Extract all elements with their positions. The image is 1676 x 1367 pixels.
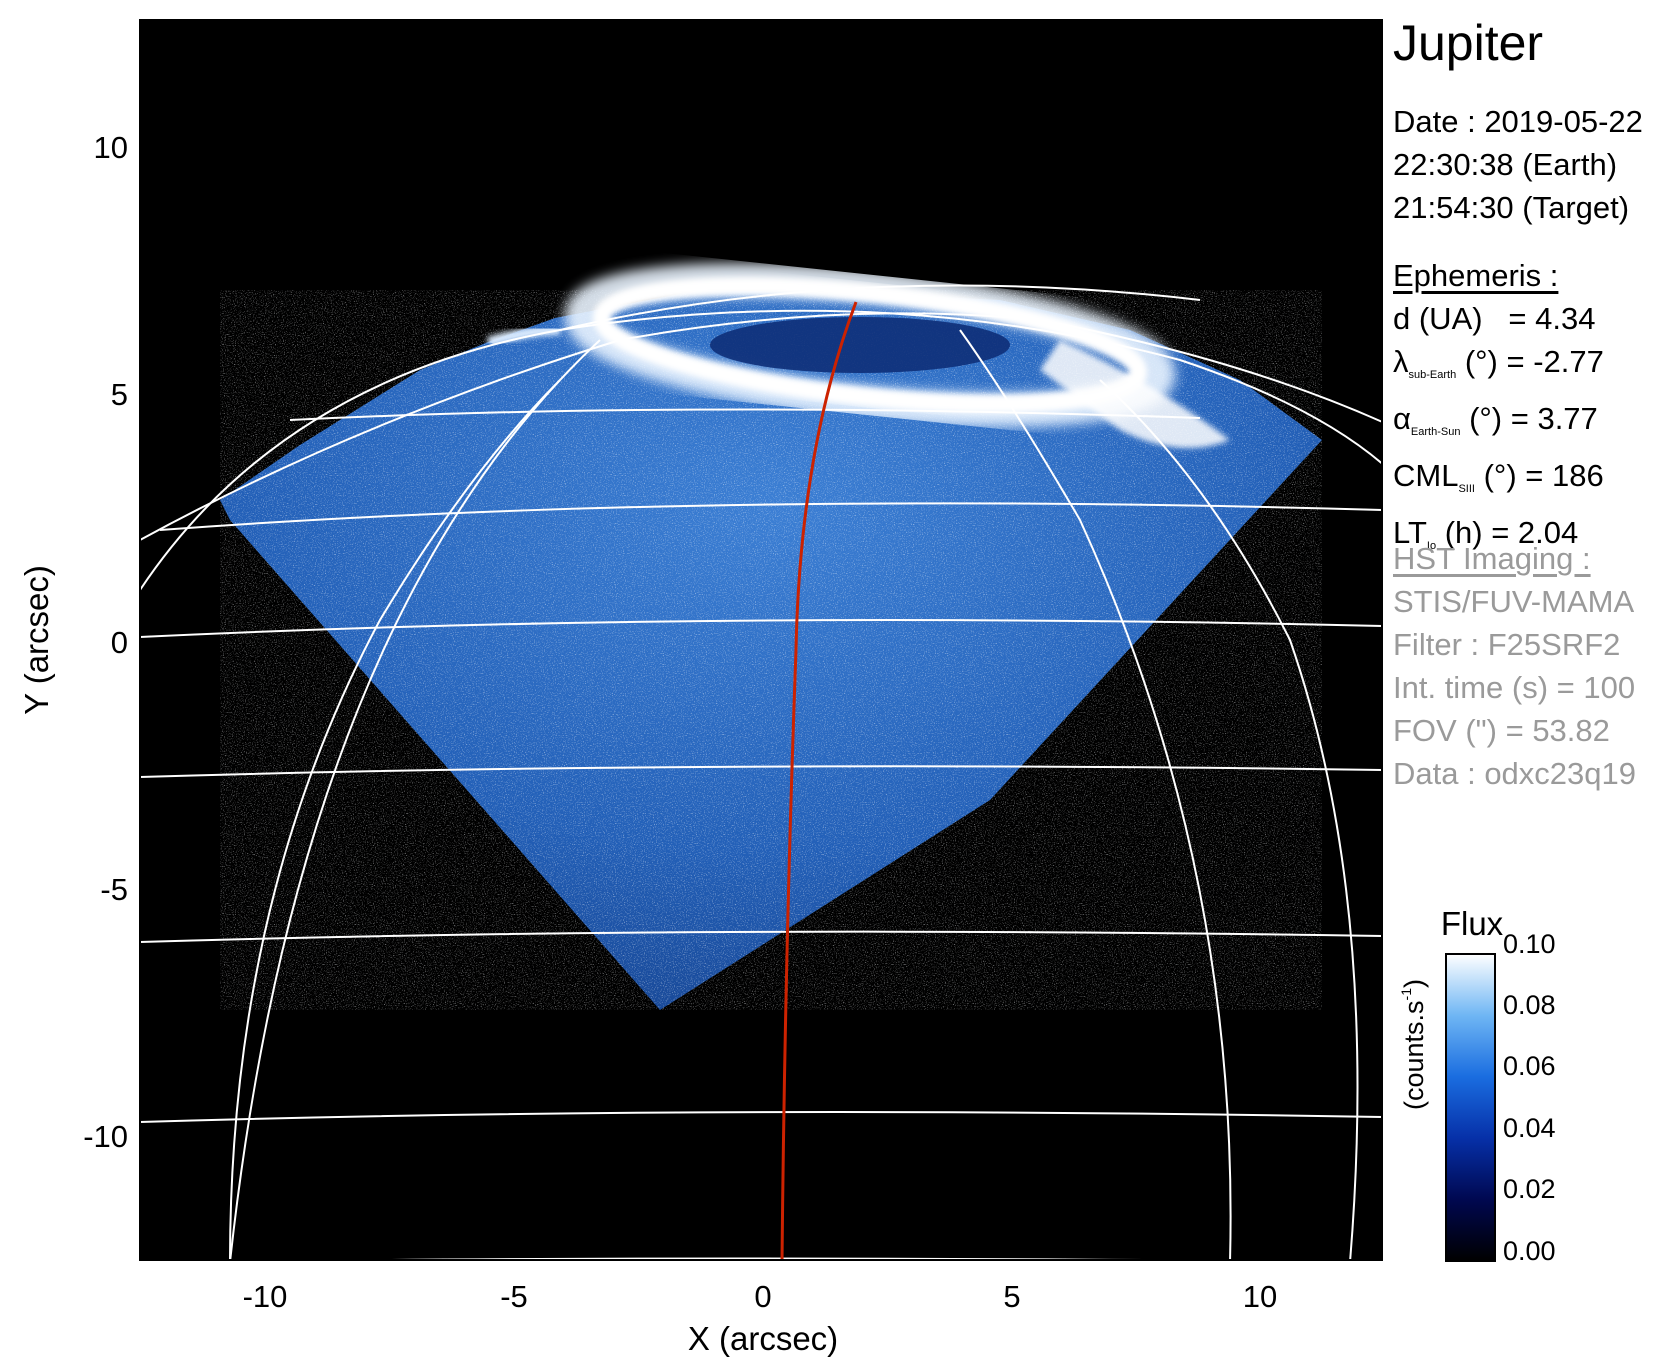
y-tick-label: 0 — [111, 625, 128, 660]
ephemeris-alpha: αEarth-Sun (°) = 3.77 — [1393, 397, 1604, 454]
x-tick-label: -10 — [243, 1279, 288, 1314]
x-axis: -10 -5 0 5 10 — [243, 1279, 1278, 1314]
lambda-value: (°) = -2.77 — [1464, 344, 1604, 379]
lambda-sub: sub-Earth — [1408, 369, 1457, 381]
cml-symbol: CML — [1393, 458, 1459, 493]
latitude-line — [289, 408, 1201, 421]
ephemeris-distance: d (UA) = 4.34 — [1393, 297, 1604, 340]
colorbar-ticks: 0.00 0.02 0.04 0.06 0.08 0.10 — [1503, 929, 1556, 1266]
hst-heading: HST Imaging : — [1393, 541, 1591, 576]
longitude-line — [959, 329, 1232, 1260]
target-time: 21:54:30 (Target) — [1393, 190, 1630, 225]
y-tick-label: -5 — [100, 872, 128, 907]
svg-text:(counts.s-1): (counts.s-1) — [1398, 979, 1429, 1110]
colorbar-tick: 0.00 — [1503, 1236, 1556, 1266]
date-block: Date : 2019-05-22 22:30:38 (Earth) 21:54… — [1393, 100, 1643, 229]
hst-imaging-block: HST Imaging : STIS/FUV-MAMA Filter : F25… — [1393, 537, 1636, 795]
lt-symbol: LT — [1393, 515, 1427, 550]
y-axis-label: Y (arcsec) — [18, 565, 55, 715]
hst-int-time: Int. time (s) = 100 — [1393, 670, 1636, 705]
earth-time: 22:30:38 (Earth) — [1393, 147, 1618, 182]
planet-grid — [140, 284, 1382, 1260]
alpha-symbol: α — [1393, 401, 1411, 436]
colorbar-unit-main: (counts.s — [1399, 1000, 1429, 1110]
hst-instrument: STIS/FUV-MAMA — [1393, 584, 1635, 619]
latitude-line — [559, 284, 1201, 331]
colorbar-title: Flux — [1441, 905, 1504, 942]
latitude-line — [140, 312, 1382, 541]
y-tick-label: 10 — [94, 130, 128, 165]
colorbar-unit-close: ) — [1399, 979, 1429, 988]
latitude-line — [140, 765, 1382, 778]
ephemeris-cml: CMLSIII (°) = 186 — [1393, 454, 1604, 511]
latitude-line — [159, 502, 1382, 531]
ephemeris-block: Ephemeris : d (UA) = 4.34 λsub-Earth (°)… — [1393, 254, 1604, 568]
cml-value: (°) = 186 — [1483, 458, 1604, 493]
colorbar-unit: (counts.s-1) — [1398, 979, 1429, 1110]
plot-frame — [139, 19, 1383, 1261]
lt-value: (h) = 2.04 — [1444, 515, 1579, 550]
x-tick-label: 0 — [754, 1279, 771, 1314]
latitude-line — [140, 1111, 1382, 1123]
alpha-value: (°) = 3.77 — [1469, 401, 1598, 436]
date-line: Date : 2019-05-22 — [1393, 104, 1643, 139]
distance-value: = 4.34 — [1508, 301, 1596, 336]
distance-label: d (UA) — [1393, 301, 1483, 336]
ephemeris-heading: Ephemeris : — [1393, 258, 1559, 293]
x-axis-label: X (arcsec) — [688, 1320, 838, 1357]
colorbar — [1445, 953, 1496, 1262]
lambda-symbol: λ — [1393, 344, 1409, 379]
longitude-line — [229, 379, 561, 1260]
planet-limb — [140, 309, 1382, 591]
planet-title: Jupiter — [1393, 15, 1544, 71]
latitude-line — [295, 1257, 1259, 1260]
colorbar-tick: 0.02 — [1503, 1174, 1556, 1204]
latitude-line — [140, 619, 1382, 638]
hst-data-id: Data : odxc23q19 — [1393, 756, 1637, 791]
latitude-line — [140, 930, 1382, 943]
cml-sub: SIII — [1458, 483, 1475, 495]
colorbar-unit-sup: -1 — [1398, 988, 1414, 1001]
hst-fov: FOV (") = 53.82 — [1393, 713, 1610, 748]
emission-speckle — [220, 290, 1322, 1010]
ephemeris-lambda: λsub-Earth (°) = -2.77 — [1393, 340, 1604, 397]
hst-filter: Filter : F25SRF2 — [1393, 627, 1621, 662]
y-tick-label: 5 — [111, 377, 128, 412]
colorbar-tick: 0.10 — [1503, 929, 1556, 959]
ephemeris-lt: LTIo (h) = 2.04 — [1393, 511, 1604, 568]
alpha-sub: Earth-Sun — [1410, 426, 1461, 438]
lt-sub: Io — [1426, 540, 1437, 552]
colorbar-tick: 0.04 — [1503, 1113, 1556, 1143]
y-tick-label: -10 — [83, 1119, 128, 1154]
x-tick-label: -5 — [500, 1279, 528, 1314]
colorbar-tick: 0.06 — [1503, 1051, 1556, 1081]
longitude-line — [1099, 379, 1359, 1260]
y-axis: 10 5 0 -5 -10 — [83, 130, 128, 1154]
central-meridian — [780, 301, 858, 1260]
x-tick-label: 5 — [1003, 1279, 1020, 1314]
x-tick-label: 10 — [1243, 1279, 1277, 1314]
longitude-line — [229, 339, 601, 1260]
colorbar-tick: 0.08 — [1503, 990, 1556, 1020]
